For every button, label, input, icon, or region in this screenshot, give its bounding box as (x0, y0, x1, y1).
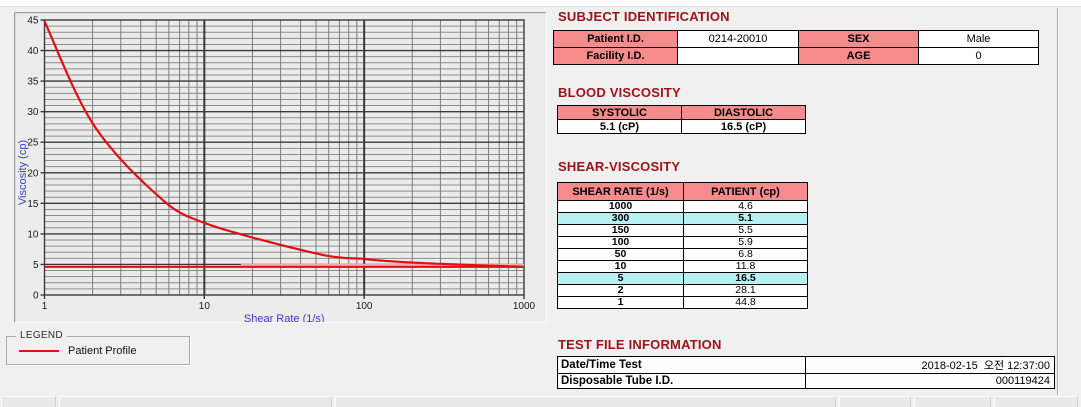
test-file-information-table: Date/Time Test 2018-02-15 오전 12:37:00 Disp… (557, 356, 1055, 389)
shear-header-cell: PATIENT (cp) (683, 182, 808, 201)
patient-viscosity-cell: 16.5 (683, 272, 808, 285)
subject-value-cell: 0 (918, 47, 1039, 65)
svg-text:15: 15 (27, 199, 39, 210)
shear-rate-cell: 2 (557, 284, 684, 297)
blood-header-cell: DIASTOLIC (681, 105, 806, 120)
svg-text:1000: 1000 (513, 301, 536, 312)
subject-identification-title: SUBJECT IDENTIFICATION (558, 9, 730, 24)
shear-rate-cell: 100 (557, 236, 684, 249)
shear-data-row: 300 5.1 (557, 212, 808, 225)
patient-viscosity-cell: 5.1 (683, 212, 808, 225)
legend-entry-label: Patient Profile (68, 345, 137, 357)
test-file-information-title: TEST FILE INFORMATION (558, 337, 722, 352)
panel-divider (1057, 8, 1058, 395)
blood-value-cell: 16.5 (cP) (681, 119, 806, 134)
status-segment (994, 396, 1078, 407)
shear-header-row: SHEAR RATE (1/s) PATIENT (cp) (557, 182, 808, 201)
blood-header-cell: SYSTOLIC (557, 105, 682, 120)
subject-identification-table: Patient I.D. 0214-20010 SEX Male Facility I.… (553, 30, 1039, 65)
svg-text:20: 20 (27, 168, 39, 179)
shear-rate-cell: 150 (557, 224, 684, 237)
shear-viscosity-chart-panel: 1 10 100 1000 0 5 10 15 20 25 30 35 40 45 Shear Rate (… (14, 12, 547, 323)
blood-value-cell: 5.1 (cP) (557, 119, 682, 134)
patient-profile-curve (43, 20, 525, 268)
test-info-value-cell: 000119424 (805, 373, 1055, 389)
shear-rate-cell: 1 (557, 296, 684, 309)
patient-viscosity-cell: 5.9 (683, 236, 808, 249)
top-strip (0, 0, 1081, 7)
svg-text:40: 40 (27, 46, 39, 57)
status-bar (0, 395, 1081, 407)
subject-row: Patient I.D. 0214-20010 SEX Male (553, 30, 1039, 48)
svg-text:25: 25 (27, 138, 39, 149)
test-info-label-cell: Disposable Tube I.D. (557, 373, 806, 389)
shear-rate-cell: 5 (557, 272, 684, 285)
status-segment (914, 396, 991, 407)
patient-viscosity-cell: 28.1 (683, 284, 808, 297)
test-info-label-cell: Date/Time Test (557, 356, 806, 374)
subject-row: Facility I.D. AGE 0 (553, 47, 1039, 65)
svg-text:1: 1 (42, 301, 48, 312)
shear-data-row: 10 11.8 (557, 260, 808, 273)
shear-viscosity-title: SHEAR-VISCOSITY (558, 159, 681, 174)
shear-data-row: 150 5.5 (557, 224, 808, 237)
subject-label-cell: Facility I.D. (553, 47, 678, 65)
patient-viscosity-cell: 44.8 (683, 296, 808, 309)
subject-value-cell: Male (918, 30, 1039, 48)
svg-text:35: 35 (27, 77, 39, 88)
subject-value-cell: 0214-20010 (677, 30, 799, 48)
subject-value-cell (677, 47, 799, 65)
svg-text:45: 45 (27, 16, 39, 27)
svg-text:10: 10 (199, 301, 211, 312)
test-info-value-cell: 2018-02-15 오전 12:37:00 (805, 356, 1055, 374)
status-segment (335, 396, 836, 407)
patient-profile-line-swatch (19, 350, 59, 352)
patient-viscosity-cell: 11.8 (683, 260, 808, 273)
shear-rate-cell: 50 (557, 248, 684, 261)
shear-rate-cell: 1000 (557, 200, 684, 213)
shear-data-row: 1000 4.6 (557, 200, 808, 213)
viscosity-chart: 1 10 100 1000 0 5 10 15 20 25 30 35 40 45 Shear Rate (… (17, 16, 536, 323)
shear-rate-cell: 300 (557, 212, 684, 225)
blood-header-row: SYSTOLIC DIASTOLIC (557, 105, 806, 120)
subject-label-cell: Patient I.D. (553, 30, 678, 48)
legend-box: LEGEND Patient Profile (6, 330, 190, 365)
patient-viscosity-cell: 5.5 (683, 224, 808, 237)
test-info-row: Date/Time Test 2018-02-15 오전 12:37:00 (557, 356, 1055, 374)
shear-data-row: 2 28.1 (557, 284, 808, 297)
shear-rate-cell: 10 (557, 260, 684, 273)
shear-data-row: 5 16.5 (557, 272, 808, 285)
subject-label-cell: SEX (798, 30, 919, 48)
subject-label-cell: AGE (798, 47, 919, 65)
legend-title: LEGEND (16, 330, 67, 341)
status-segment (59, 396, 332, 407)
test-info-row: Disposable Tube I.D. 000119424 (557, 373, 1055, 389)
shear-data-row: 100 5.9 (557, 236, 808, 249)
x-axis-title: Shear Rate (1/s) (244, 313, 325, 322)
shear-data-row: 1 44.8 (557, 296, 808, 309)
svg-text:100: 100 (356, 301, 373, 312)
blood-viscosity-table: SYSTOLIC DIASTOLIC 5.1 (cP) 16.5 (cP) (557, 105, 806, 134)
svg-text:30: 30 (27, 107, 39, 118)
svg-text:5: 5 (33, 260, 39, 271)
svg-text:10: 10 (27, 229, 39, 240)
shear-data-row: 50 6.8 (557, 248, 808, 261)
status-segment (1, 396, 56, 407)
blood-viscosity-title: BLOOD VISCOSITY (558, 85, 681, 100)
status-segment (839, 396, 911, 407)
blood-values-row: 5.1 (cP) 16.5 (cP) (557, 119, 806, 134)
shear-header-cell: SHEAR RATE (1/s) (557, 182, 684, 201)
legend-entry: Patient Profile (19, 345, 136, 357)
svg-text:0: 0 (33, 291, 39, 302)
y-axis-title: Viscosity (cp) (17, 140, 29, 205)
patient-viscosity-cell: 4.6 (683, 200, 808, 213)
patient-viscosity-cell: 6.8 (683, 248, 808, 261)
shear-viscosity-table: SHEAR RATE (1/s) PATIENT (cp) 1000 4.6 300 5.… (557, 182, 808, 309)
